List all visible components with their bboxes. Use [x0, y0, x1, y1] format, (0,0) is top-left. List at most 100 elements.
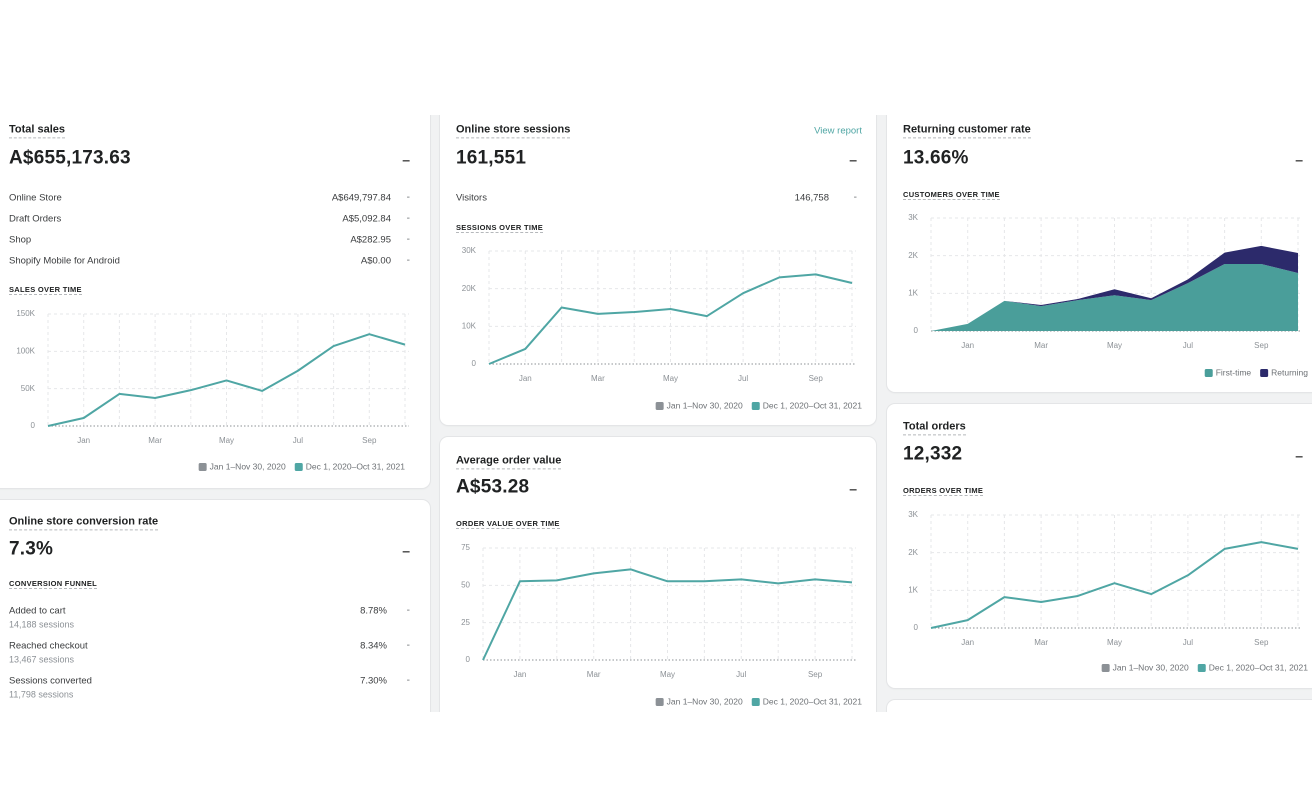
legend-swatch	[1260, 369, 1269, 377]
card: Online store conversion rate 7.3% – CONVERS…	[0, 500, 430, 712]
chart-title: SALES OVER TIME	[9, 285, 82, 295]
funnel-value: 7.30%	[360, 675, 387, 687]
metric-value: 12,332	[903, 443, 963, 465]
legend-swatch	[655, 698, 664, 706]
chart: 0 1K 2K 3K Jan Mar May Jul Sep Returning First-tim…	[908, 213, 1308, 377]
y-tick-label: 25	[461, 618, 470, 627]
card-title: Online store conversion rate	[9, 515, 159, 531]
funnel-label: Sessions converted	[9, 675, 92, 687]
legend-swatch	[1204, 369, 1213, 377]
metric-change: –	[402, 151, 410, 168]
metric-value: A$655,173.63	[9, 147, 131, 169]
card-title: Total orders	[903, 420, 966, 436]
metric-value: 7.3%	[9, 538, 54, 560]
chart: 0 25 50 75 Jan Mar May Jul Sep Dec 1, 2020–Oct 31…	[461, 543, 862, 706]
y-tick-label: 0	[31, 421, 36, 430]
legend-label: Dec 1, 2020–Oct 31, 2021	[763, 400, 863, 410]
legend-label: Jan 1–Nov 30, 2020	[667, 400, 743, 410]
y-tick-label: 50	[461, 580, 470, 589]
card: Online store sessions 161,551 – View report…	[440, 115, 876, 425]
card-title: Average order value	[456, 454, 562, 470]
line	[488, 273, 853, 365]
legend-label: Jan 1–Nov 30, 2020	[667, 696, 743, 706]
legend-swatch	[751, 698, 760, 706]
y-tick-label: 20K	[462, 284, 477, 293]
legend-swatch	[751, 402, 760, 410]
y-tick-label: 0	[466, 655, 471, 664]
chart: 0 50K 100K 150K Jan Mar May Jul Sep Dec 1, 2020–O…	[16, 309, 409, 471]
metric-change: –	[1295, 151, 1303, 168]
x-tick-label: Mar	[1034, 638, 1048, 647]
row-value: 146,758	[794, 192, 829, 204]
funnel-sessions: 11,798 sessions	[9, 689, 74, 700]
card-title: Online store sessions	[456, 123, 571, 139]
legend-label: Jan 1–Nov 30, 2020	[210, 461, 286, 471]
row-value: A$282.95	[350, 234, 391, 246]
legend-swatch	[294, 463, 303, 471]
y-tick-label: 30K	[462, 246, 477, 255]
metric-change: –	[849, 480, 857, 497]
y-tick-label: 50K	[21, 384, 36, 393]
area	[931, 245, 1298, 331]
y-tick-label: 2K	[908, 548, 918, 557]
x-tick-label: Mar	[1034, 341, 1048, 350]
x-tick-label: May	[1107, 341, 1122, 350]
y-tick-label: 75	[461, 543, 470, 552]
funnel-sessions: 14,188 sessions	[9, 619, 75, 630]
view-report-link[interactable]: View report	[814, 125, 862, 137]
chart-title: ORDERS OVER TIME	[903, 486, 984, 496]
funnel-sessions: 13,467 sessions	[9, 654, 75, 665]
row-label: Draft Orders	[9, 213, 62, 225]
row-change: -	[406, 255, 410, 266]
legend-label: Jan 1–Nov 30, 2020	[1113, 662, 1189, 672]
metric-value: 161,551	[456, 147, 527, 169]
y-tick-label: 1K	[908, 585, 918, 594]
chart: 0 1K 2K 3K Jan Mar May Jul Sep Dec 1, 2020–Oct 31…	[908, 510, 1308, 672]
area	[931, 263, 1298, 331]
section-title: CONVERSION FUNNEL	[9, 579, 98, 589]
row-value: A$5,092.84	[342, 213, 391, 225]
row-change: -	[406, 192, 410, 203]
x-tick-label: Sep	[362, 436, 377, 445]
funnel-change: -	[406, 675, 410, 686]
row-value: A$649,797.84	[331, 192, 391, 204]
x-tick-label: Jan	[519, 374, 532, 383]
x-tick-label: Jul	[1183, 638, 1193, 647]
chart-title: ORDER VALUE OVER TIME	[456, 519, 560, 529]
row-value: A$0.00	[360, 255, 391, 267]
metric-value: A$53.28	[456, 476, 530, 498]
y-tick-label: 3K	[908, 213, 918, 222]
legend-swatch	[1197, 664, 1206, 672]
metric-change: –	[1295, 447, 1303, 464]
x-tick-label: Mar	[587, 670, 601, 679]
x-tick-label: Jul	[738, 374, 748, 383]
y-tick-label: 2K	[908, 251, 918, 260]
y-tick-label: 100K	[16, 346, 35, 355]
funnel-value: 8.78%	[360, 605, 387, 617]
y-tick-label: 0	[914, 623, 919, 632]
line	[47, 333, 406, 427]
line	[482, 568, 853, 661]
x-tick-label: Sep	[809, 374, 824, 383]
x-tick-label: Jul	[736, 670, 746, 679]
line	[930, 541, 1299, 629]
y-tick-label: 3K	[908, 510, 918, 519]
chart: 0 10K 20K 30K Jan Mar May Jul Sep Dec 1, 2020–Oct…	[462, 246, 863, 410]
y-tick-label: 150K	[16, 309, 35, 318]
metric-change: –	[849, 151, 857, 168]
y-tick-label: 0	[472, 359, 477, 368]
x-tick-label: May	[1107, 638, 1122, 647]
funnel-change: -	[406, 605, 410, 616]
funnel-change: -	[406, 640, 410, 651]
row-label: Visitors	[456, 192, 487, 204]
card: Returning customer rate 13.66% – CUSTOMERS …	[887, 115, 1312, 392]
dashboard: Total sales A$655,173.63 – Online Store A$64…	[0, 115, 1312, 712]
y-tick-label: 1K	[908, 288, 918, 297]
chart-title: CUSTOMERS OVER TIME	[903, 190, 1000, 200]
card	[887, 700, 1312, 712]
x-tick-label: Jan	[961, 341, 974, 350]
x-tick-label: Sep	[808, 670, 823, 679]
funnel-label: Reached checkout	[9, 640, 88, 652]
x-tick-label: Jan	[77, 436, 90, 445]
row-label: Shopify Mobile for Android	[9, 255, 120, 267]
